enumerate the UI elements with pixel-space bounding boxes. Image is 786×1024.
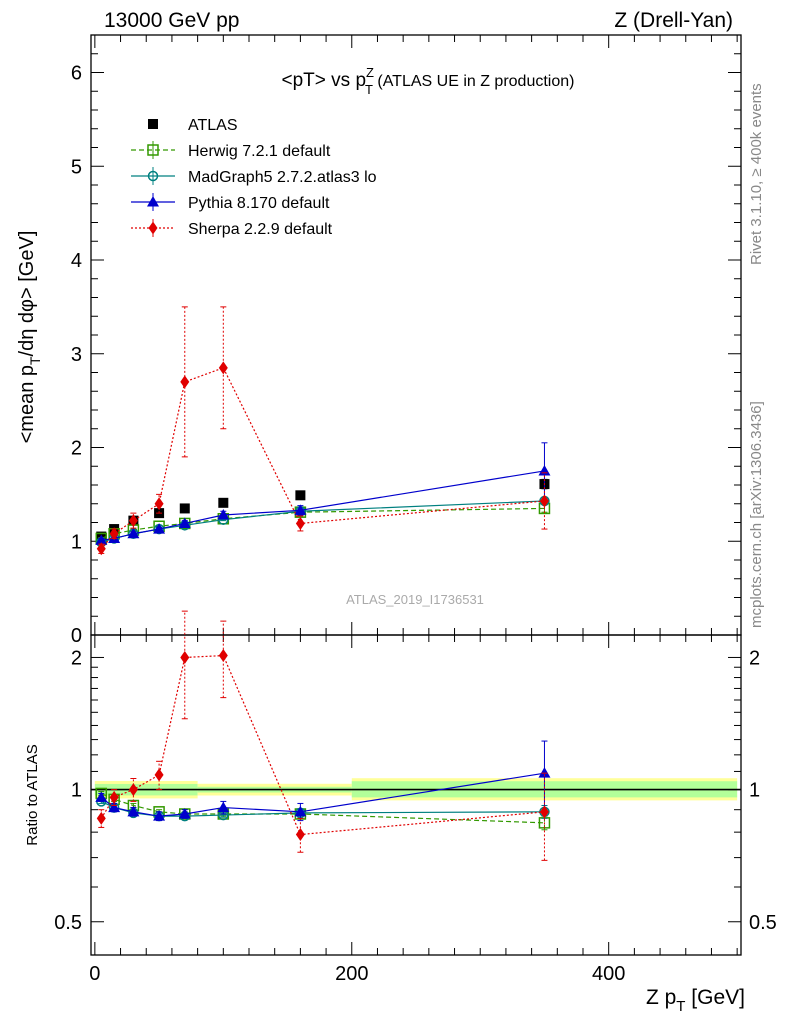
triangle-filled-marker xyxy=(538,767,551,778)
rivet-label: Rivet 3.1.10, ≥ 400k events xyxy=(748,83,765,265)
legend-label: Pythia 8.170 default xyxy=(188,195,330,212)
triangle-filled-marker xyxy=(127,527,140,539)
header-right: Z (Drell-Yan) xyxy=(614,9,733,32)
diamond-filled-marker xyxy=(180,375,190,389)
lower-ytick-label-left: 0.5 xyxy=(54,912,82,934)
upper-ytick-label: 4 xyxy=(71,250,82,272)
triangle-filled-marker xyxy=(294,504,307,515)
diamond-filled-marker xyxy=(295,516,305,530)
triangle-filled-marker xyxy=(153,523,166,534)
triangle-filled-marker xyxy=(108,801,121,813)
legend-label: MadGraph5 2.7.2.atlas3 lo xyxy=(188,169,377,186)
xtick-label: 200 xyxy=(335,963,368,985)
diamond-filled-marker xyxy=(96,811,106,825)
diamond-filled-marker xyxy=(218,361,228,375)
upper-series-sherpa-2-2-9-default xyxy=(96,306,549,556)
lower-ytick-label-left: 1 xyxy=(71,780,82,802)
lower-series-sherpa-2-2-9-default xyxy=(96,610,549,861)
square-open-marker xyxy=(147,144,159,156)
square-filled-marker xyxy=(295,490,306,501)
lower-ytick-label-right: 1 xyxy=(749,780,760,802)
upper-ytick-label: 5 xyxy=(71,156,82,178)
upper-ytick-label: 2 xyxy=(71,438,82,460)
legend-label: Herwig 7.2.1 default xyxy=(188,143,331,160)
triangle-filled-marker xyxy=(538,464,551,476)
upper-ytick-label: 3 xyxy=(71,344,82,366)
triangle-filled-marker xyxy=(178,807,191,819)
upper-line-herwig-7-2-1-default xyxy=(101,507,545,540)
upper-ytick-label: 0 xyxy=(71,625,82,647)
diamond-filled-marker xyxy=(128,783,138,797)
diamond-filled-marker xyxy=(218,649,228,663)
legend-item-atlas: ATLAS xyxy=(148,117,238,134)
diamond-filled-marker xyxy=(539,805,549,819)
main-title: <pT> vs pZ T (ATLAS UE in Z production) xyxy=(282,65,575,97)
diamond-filled-marker xyxy=(295,828,305,842)
lower-ylabel: Ratio to ATLAS xyxy=(24,744,41,845)
triangle-filled-marker xyxy=(294,805,307,817)
diamond-filled-marker xyxy=(109,527,119,541)
lower-line-herwig-7-2-1-default xyxy=(101,792,545,824)
triangle-filled-marker xyxy=(147,196,159,207)
triangle-filled-marker xyxy=(178,517,191,528)
legend-item-herwig-7-2-1-default: Herwig 7.2.1 default xyxy=(131,141,331,160)
legend-item-pythia-8-170-default: Pythia 8.170 default xyxy=(131,193,330,212)
diamond-filled-marker xyxy=(109,790,119,804)
upper-series-herwig-7-2-1-default xyxy=(95,502,551,545)
upper-panel: 0 1 2 3 4 5 6 xyxy=(71,34,742,647)
triangle-filled-marker xyxy=(95,534,108,545)
lower-ytick-label-right: 2 xyxy=(749,647,760,669)
xtick-label: 400 xyxy=(592,963,625,985)
legend-item-sherpa-2-2-9-default: Sherpa 2.2.9 default xyxy=(131,219,333,238)
diamond-filled-marker xyxy=(148,221,158,235)
xlabel: Z pT [GeV] xyxy=(646,986,745,1015)
lower-series-pythia-8-170-default xyxy=(95,740,551,822)
diamond-filled-marker xyxy=(180,650,190,664)
diamond-filled-marker xyxy=(96,542,106,556)
mcplots-label: mcplots.cern.ch [arXiv:1306.3436] xyxy=(748,401,765,628)
triangle-filled-marker xyxy=(217,801,230,813)
upper-line-sherpa-2-2-9-default xyxy=(100,367,545,550)
header-left: 13000 GeV pp xyxy=(104,9,239,32)
xtick-label: 0 xyxy=(89,963,100,985)
square-filled-marker xyxy=(218,497,229,508)
triangle-filled-marker xyxy=(127,805,140,817)
upper-ytick-label: 1 xyxy=(71,531,82,553)
legend-label: ATLAS xyxy=(188,117,238,134)
upper-line-pythia-8-170-default xyxy=(101,470,545,541)
upper-series-pythia-8-170-default xyxy=(95,442,551,545)
legend-item-madgraph5-2-7-2-atlas3-lo: MadGraph5 2.7.2.atlas3 lo xyxy=(131,167,377,186)
ratio-panel: 0.5 0.51 12 20 200 400 xyxy=(54,610,777,985)
square-filled-marker xyxy=(148,119,158,129)
triangle-filled-marker xyxy=(217,509,230,520)
square-filled-marker xyxy=(179,503,190,514)
diamond-filled-marker xyxy=(154,497,164,511)
diamond-filled-marker xyxy=(154,768,164,782)
lower-frame xyxy=(90,634,742,956)
lower-ytick-label-left: 2 xyxy=(71,647,82,669)
analysis-watermark: ATLAS_2019_I1736531 xyxy=(346,592,484,607)
circle-open-marker xyxy=(147,170,159,182)
upper-ytick-label: 6 xyxy=(71,63,82,85)
upper-ylabel: <mean pT/dη dφ> [GeV] xyxy=(16,231,43,444)
diamond-filled-marker xyxy=(539,494,549,508)
triangle-filled-marker xyxy=(95,791,108,802)
diamond-filled-marker xyxy=(128,514,138,528)
triangle-filled-marker xyxy=(153,810,166,821)
legend-label: Sherpa 2.2.9 default xyxy=(188,221,333,238)
lower-ytick-label-right: 0.5 xyxy=(749,912,777,934)
legend: ATLAS Herwig 7.2.1 default MadGraph5 2.7.2… xyxy=(131,117,377,238)
